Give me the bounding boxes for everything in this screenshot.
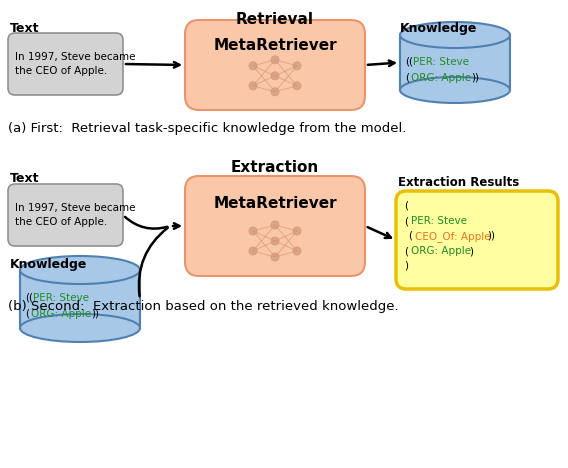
Text: Retrieval: Retrieval [236,12,314,27]
Text: (: ( [408,231,412,241]
FancyBboxPatch shape [8,184,123,246]
Text: PER: Steve: PER: Steve [411,216,467,226]
Text: In 1997, Steve became
the CEO of Apple.: In 1997, Steve became the CEO of Apple. [15,52,136,76]
Text: (: ( [25,309,29,319]
Circle shape [271,72,279,80]
Text: Text: Text [10,22,40,35]
Ellipse shape [20,256,140,284]
Circle shape [271,56,279,64]
Ellipse shape [400,22,510,48]
Ellipse shape [400,77,510,103]
Text: Extraction Results: Extraction Results [398,176,519,189]
FancyArrowPatch shape [139,228,168,296]
Text: (a) First:  Retrieval task-specific knowledge from the model.: (a) First: Retrieval task-specific knowl… [8,122,406,135]
Text: Knowledge: Knowledge [400,22,477,35]
Text: (b) Second:  Extraction based on the retrieved knowledge.: (b) Second: Extraction based on the retr… [8,300,399,313]
Circle shape [293,247,301,255]
Circle shape [271,253,279,261]
Text: CEO_Of: Apple: CEO_Of: Apple [415,231,491,242]
Text: ORG: Apple: ORG: Apple [411,246,471,256]
Text: ): ) [469,246,473,256]
Text: Text: Text [10,172,40,185]
Circle shape [271,221,279,229]
Text: MetaRetriever: MetaRetriever [213,197,337,212]
Circle shape [249,227,257,235]
Text: PER: Steve: PER: Steve [413,57,469,67]
FancyBboxPatch shape [8,33,123,95]
Text: )): )) [91,309,99,319]
Circle shape [271,88,279,96]
FancyBboxPatch shape [185,176,365,276]
Circle shape [293,82,301,90]
FancyArrowPatch shape [125,217,168,229]
Text: Extraction: Extraction [231,160,319,175]
Text: ): ) [404,261,408,271]
Text: Knowledge: Knowledge [10,258,87,271]
Text: ORG: Apple: ORG: Apple [31,309,91,319]
Text: ((: (( [25,293,33,303]
Text: )): )) [487,231,495,241]
Circle shape [271,237,279,245]
Text: ORG: Apple: ORG: Apple [411,73,471,83]
Text: PER: Steve: PER: Steve [33,293,89,303]
Text: )): )) [471,73,479,83]
Ellipse shape [20,314,140,342]
FancyBboxPatch shape [396,191,558,289]
Text: (: ( [404,201,408,211]
Text: (: ( [405,73,409,83]
Circle shape [249,62,257,70]
Bar [20,270,140,328]
Circle shape [249,247,257,255]
Text: (: ( [404,246,408,256]
Bar [400,35,510,90]
Circle shape [293,62,301,70]
Text: (: ( [404,216,408,226]
Text: In 1997, Steve became
the CEO of Apple.: In 1997, Steve became the CEO of Apple. [15,203,136,227]
Text: ((: (( [405,57,413,67]
Circle shape [293,227,301,235]
Circle shape [249,82,257,90]
Text: MetaRetriever: MetaRetriever [213,38,337,53]
FancyBboxPatch shape [185,20,365,110]
